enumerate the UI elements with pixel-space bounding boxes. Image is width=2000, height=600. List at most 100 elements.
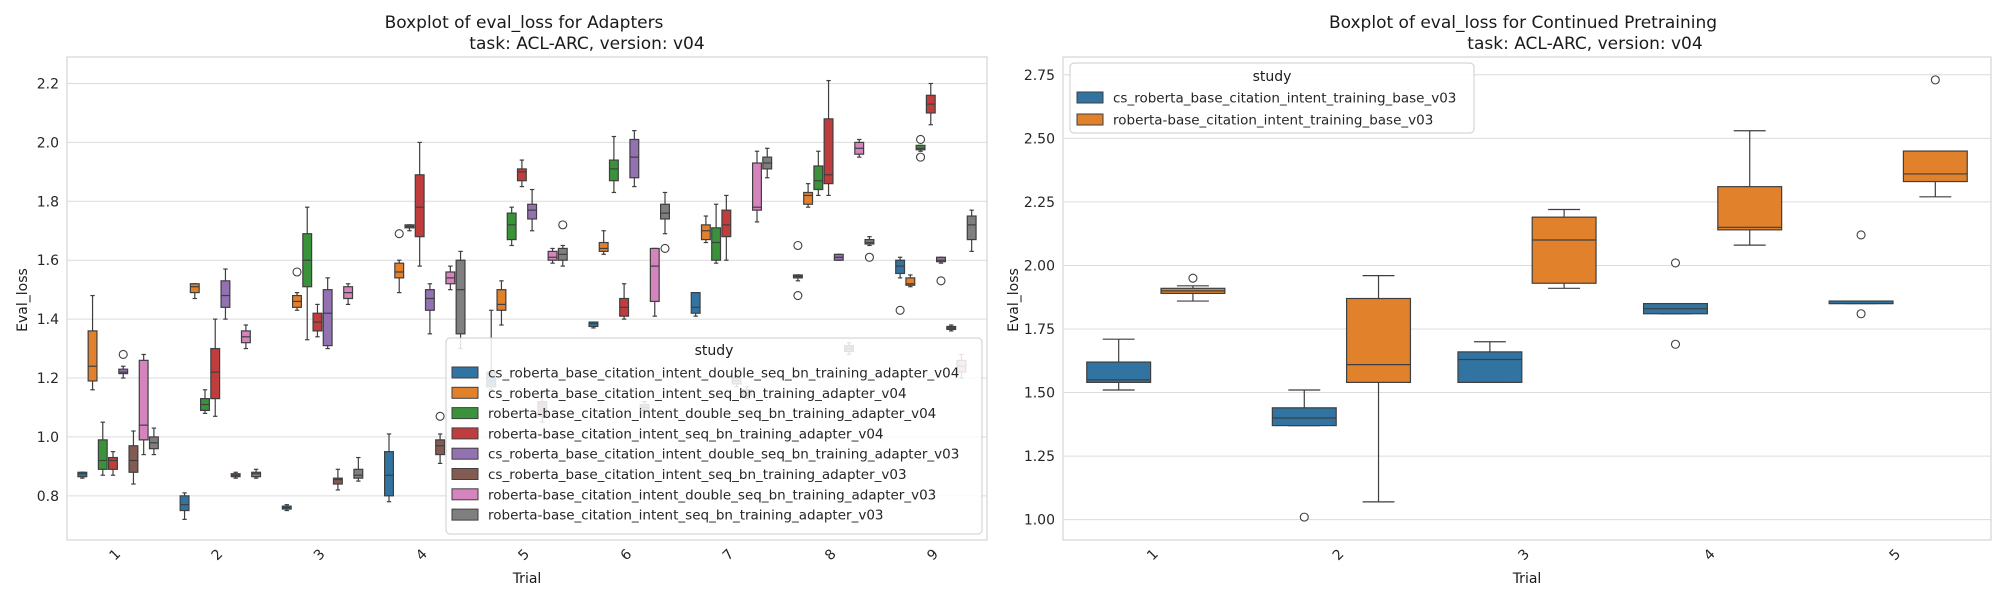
box-body <box>1717 186 1783 231</box>
box-7-trial-2 <box>240 324 251 350</box>
y-tick-label: 1.75 <box>1024 322 1055 338</box>
left-boxes <box>77 79 977 520</box>
box-3-trial-8 <box>813 150 824 197</box>
box-1-trial-1 <box>77 471 88 479</box>
outlier-point <box>558 220 568 230</box>
box-body <box>1902 150 1968 183</box>
box-6-trial-9 <box>946 324 957 332</box>
x-tick-label: 8 <box>822 546 840 564</box>
right-x-axis-label: Trial <box>1512 571 1542 587</box>
box-body <box>711 227 722 261</box>
x-tick-label: 1 <box>1144 546 1162 564</box>
legend-swatch-6 <box>451 468 479 480</box>
box-body <box>895 259 906 275</box>
left-chart-subtitle: task: ACL-ARC, version: v04 <box>469 34 704 54</box>
box-body <box>752 162 762 211</box>
box-body <box>905 277 916 286</box>
x-tick-label: 4 <box>1701 546 1719 564</box>
x-tick-label: 2 <box>209 546 227 564</box>
box-body <box>915 144 926 151</box>
box-8-trial-8 <box>864 236 875 262</box>
outlier-point <box>916 152 926 162</box>
box-3-trial-1 <box>97 421 108 476</box>
box-body <box>108 456 118 470</box>
box-6-trial-1 <box>128 430 139 485</box>
box-5-trial-3 <box>322 277 333 350</box>
box-2-trial-1 <box>87 294 98 391</box>
box-1-trial-9 <box>895 256 906 315</box>
legend-label-8: roberta-base_citation_intent_seq_bn_trai… <box>488 508 884 524</box>
box-3-trial-5 <box>506 206 517 247</box>
y-tick-label: 2.0 <box>37 135 59 151</box>
box-body <box>220 280 231 308</box>
right-plot-area <box>1062 56 1992 541</box>
outlier-point <box>1188 273 1198 283</box>
y-tick-label: 1.50 <box>1024 386 1055 402</box>
box-body <box>138 359 149 441</box>
right-chart-title: Boxplot of eval_loss for Continued Pretr… <box>1329 13 1717 33</box>
legend-swatch-1 <box>451 366 479 379</box>
outlier-point <box>660 243 670 253</box>
box-4-trial-3 <box>312 303 323 338</box>
box-body <box>394 262 405 279</box>
box-5-trial-1 <box>118 349 129 379</box>
box-5-trial-8 <box>833 253 844 261</box>
box-2-trial-8 <box>803 183 814 208</box>
box-7-trial-7 <box>752 150 762 223</box>
box-body <box>1345 297 1412 383</box>
box-body <box>496 289 507 311</box>
right-legend-title: study <box>1253 69 1292 85</box>
box-body <box>864 238 875 245</box>
box-4-trial-5 <box>516 159 527 188</box>
box-1-trial-4 <box>1642 258 1709 349</box>
outlier-point <box>793 240 803 251</box>
box-2-trial-7 <box>700 215 711 244</box>
x-tick-label: 5 <box>1887 546 1905 564</box>
box-body <box>813 165 824 191</box>
box-1-trial-7 <box>690 292 701 317</box>
box-body <box>435 439 446 456</box>
box-7-trial-5 <box>547 247 558 264</box>
x-tick-label: 7 <box>720 546 738 564</box>
box-body <box>547 250 558 261</box>
box-3-trial-7 <box>711 203 722 264</box>
y-tick-label: 1.8 <box>37 194 59 210</box>
box-body <box>118 368 129 375</box>
box-5-trial-4 <box>424 283 435 335</box>
left-x-tick-labels: 1 2 3 4 5 6 7 8 9 <box>106 546 941 564</box>
right-panel: 1.00 1.25 1.50 1.75 2.00 2.25 2.50 2.75 1 2 3 4 5 B… <box>1006 13 1992 587</box>
box-body <box>629 138 640 179</box>
box-body <box>598 241 609 252</box>
x-tick-label: 5 <box>515 546 533 564</box>
left-y-tick-labels: 0.8 1.0 1.2 1.4 1.6 1.8 2.0 2.2 <box>37 77 59 505</box>
left-chart-title: Boxplot of eval_loss for Adapters <box>385 13 664 33</box>
box-1-trial-2 <box>179 492 190 520</box>
legend-label-2: roberta-base_citation_intent_training_ba… <box>1113 113 1433 129</box>
box-body <box>516 168 527 182</box>
outlier-point <box>793 291 803 301</box>
box-5-trial-6 <box>629 130 640 188</box>
legend-label-1: cs_roberta_base_citation_intent_training… <box>1113 91 1456 107</box>
box-4-trial-1 <box>108 451 118 476</box>
box-5-trial-2 <box>220 268 231 320</box>
legend-label-1: cs_roberta_base_citation_intent_double_s… <box>488 366 959 382</box>
legend-label-2: cs_roberta_base_citation_intent_seq_bn_t… <box>488 386 907 402</box>
box-3-trial-3 <box>302 206 313 341</box>
outlier-point <box>936 276 946 286</box>
y-tick-label: 2.50 <box>1024 131 1055 147</box>
box-body <box>649 247 660 303</box>
box-body <box>1531 216 1597 284</box>
box-1-trial-3 <box>1457 341 1523 383</box>
legend-label-5: cs_roberta_base_citation_intent_double_s… <box>488 447 959 463</box>
box-3-trial-9 <box>915 134 926 162</box>
box-body <box>77 471 88 478</box>
y-tick-label: 1.4 <box>37 312 59 328</box>
box-body <box>384 451 394 497</box>
box-1-trial-5 <box>1828 230 1894 319</box>
box-5-trial-9 <box>936 256 946 286</box>
x-tick-label: 4 <box>413 546 431 564</box>
y-tick-label: 1.0 <box>37 430 59 446</box>
y-tick-label: 1.25 <box>1024 449 1055 465</box>
outlier-point <box>864 252 874 262</box>
legend-swatch-2 <box>451 386 479 399</box>
